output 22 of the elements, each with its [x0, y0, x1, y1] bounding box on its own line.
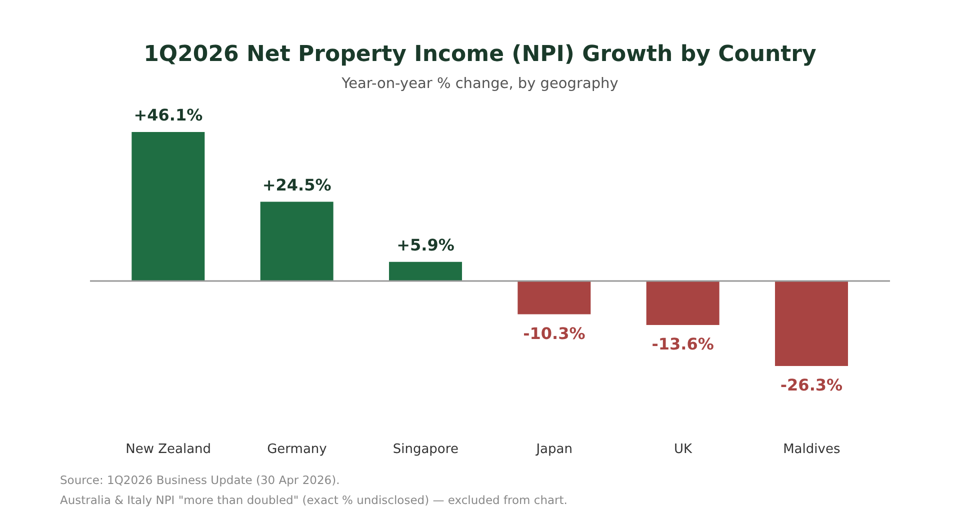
bar: [388, 262, 462, 281]
x-tick-label: Singapore: [392, 442, 458, 458]
bar: [774, 280, 848, 366]
data-label: +24.5%: [262, 175, 332, 194]
x-tick-label: Japan: [535, 442, 572, 458]
data-label: -13.6%: [652, 334, 714, 354]
source-note: Source: 1Q2026 Business Update (30 Apr 2026).: [60, 472, 340, 488]
chart-title: 1Q2026 Net Property Income (NPI) Growth by Country: [142, 41, 818, 69]
chart-subtitle: Year-on-year % change, by geography: [340, 75, 620, 94]
x-tick-label: UK: [674, 442, 692, 458]
bar: [518, 280, 591, 314]
data-label: -26.3%: [780, 376, 843, 394]
x-tick-label: Germany: [267, 442, 328, 458]
x-tick-label: New Zealand: [126, 442, 212, 458]
bar: [646, 280, 720, 325]
bar: [132, 132, 205, 281]
data-label: -10.3%: [523, 324, 586, 343]
x-tick-label: Maldives: [783, 442, 840, 458]
bar: [260, 202, 334, 281]
data-label: +5.9%: [396, 235, 454, 254]
data-label: +46.1%: [134, 106, 203, 124]
text: Australia & Italy NPI "more than doubled" (exact % undisclosed) — excluded from chart.: [60, 492, 568, 508]
